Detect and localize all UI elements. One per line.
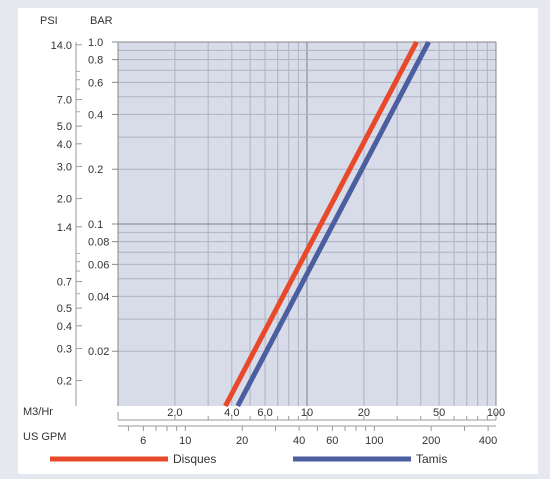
usgpm-tick-label: 400 — [479, 435, 497, 447]
m3hr-tick-label: 6.0 — [257, 407, 272, 419]
bar-tick-label: 0.04 — [88, 291, 109, 303]
bar-tick-label: 0.1 — [88, 219, 103, 231]
m3hr-tick-label: 100 — [487, 407, 505, 419]
legend-label-tamis: Tamis — [416, 452, 447, 466]
psi-tick-label: 0.4 — [57, 321, 72, 333]
psi-tick-label: 0.3 — [57, 343, 72, 355]
chart-panel: PSI BAR 14.0 7.0 5.0 4.0 3.0 2.0 1.4 0.7 0.5 0.4 0… — [18, 8, 538, 474]
m3hr-tick-label: 50 — [433, 407, 445, 419]
grid — [118, 42, 496, 406]
m3hr-tick-label: 10 — [301, 407, 313, 419]
series-layer — [223, 40, 431, 408]
usgpm-tick-label: 60 — [326, 435, 338, 447]
bar-tick-label: 0.2 — [88, 164, 103, 176]
bar-tick-label: 0.6 — [88, 77, 103, 89]
m3hr-ticks: 2.0 4.0 6.0 10 20 50 100 — [117, 407, 505, 420]
psi-tick-label: 0.7 — [57, 277, 72, 289]
usgpm-tick-label: 10 — [179, 435, 191, 447]
m3hr-axis-label: M3/Hr — [23, 406, 53, 418]
series-line-disques — [223, 40, 419, 408]
series-line-tamis — [235, 40, 431, 408]
bar-tick-label: 0.02 — [88, 346, 109, 358]
psi-tick-label: 3.0 — [57, 161, 72, 173]
m3hr-tick-label: 20 — [358, 407, 370, 419]
psi-axis-label: PSI — [40, 15, 58, 27]
bar-tick-label: 1.0 — [88, 37, 103, 49]
legend: Disques Tamis — [50, 452, 447, 466]
psi-tick-label: 4.0 — [57, 139, 72, 151]
pressure-flow-chart: PSI BAR 14.0 7.0 5.0 4.0 3.0 2.0 1.4 0.7 0.5 0.4 0… — [23, 15, 505, 466]
bar-axis-label: BAR — [90, 15, 113, 27]
usgpm-ticks: 6 10 20 40 60 100 200 400 — [127, 426, 497, 447]
psi-tick-label: 2.0 — [57, 194, 72, 206]
bar-tick-label: 0.4 — [88, 109, 103, 121]
m3hr-tick-label: 4.0 — [224, 407, 239, 419]
m3hr-tick-label: 2.0 — [167, 407, 182, 419]
psi-tick-label: 0.5 — [57, 303, 72, 315]
psi-tick-label: 1.4 — [57, 222, 72, 234]
psi-tick-label: 0.2 — [57, 376, 72, 388]
psi-tick-label: 7.0 — [57, 95, 72, 107]
usgpm-tick-label: 6 — [140, 435, 146, 447]
usgpm-tick-label: 100 — [365, 435, 383, 447]
bar-tick-label: 0.08 — [88, 237, 109, 249]
legend-label-disques: Disques — [173, 452, 216, 466]
usgpm-tick-label: 20 — [236, 435, 248, 447]
bar-tick-label: 0.06 — [88, 259, 109, 271]
usgpm-tick-label: 200 — [422, 435, 440, 447]
psi-tick-label: 14.0 — [51, 40, 72, 52]
psi-ticks: 14.0 7.0 5.0 4.0 3.0 2.0 1.4 0.7 0.5 0.4 0.3 0.2 — [51, 40, 82, 388]
usgpm-axis-label: US GPM — [23, 431, 66, 443]
bar-tick-label: 0.8 — [88, 55, 103, 67]
usgpm-tick-label: 40 — [293, 435, 305, 447]
psi-tick-label: 5.0 — [57, 121, 72, 133]
bar-ticks: 1.0 0.8 0.6 0.4 0.2 0.1 0.08 0.06 0.04 0.02 — [88, 37, 118, 358]
